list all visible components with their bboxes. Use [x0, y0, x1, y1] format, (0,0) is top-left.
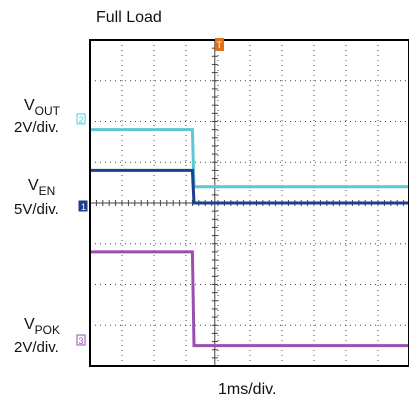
- trace-ven: [90, 168, 409, 205]
- vpok-scale-label: 2V/div.: [14, 339, 59, 356]
- vout-label: VOUT: [24, 97, 61, 118]
- chart-title: Full Load: [96, 9, 162, 26]
- vout-channel-marker: 2: [76, 113, 86, 125]
- plot-frame: [89, 39, 409, 367]
- ven-label-sub: EN: [39, 184, 56, 198]
- ven-label-main: V: [28, 177, 39, 194]
- x-axis-label: 1ms/div.: [218, 381, 276, 398]
- ven-scale-label: 5V/div.: [14, 201, 59, 218]
- traces: [90, 128, 409, 348]
- ven-label: VEN: [28, 177, 55, 198]
- trigger-marker-text: T: [217, 40, 223, 50]
- vpok-label-sub: POK: [35, 323, 60, 337]
- trigger-marker: T: [215, 38, 224, 51]
- trace-vout: [90, 128, 409, 189]
- vpok-label-main: V: [24, 316, 35, 333]
- vout-marker-text: 2: [79, 115, 84, 125]
- vout-label-main: V: [24, 97, 35, 114]
- ven-channel-marker: 1: [78, 200, 88, 212]
- vpok-marker-text: 3: [79, 336, 84, 346]
- vout-label-sub: OUT: [35, 104, 61, 118]
- trace-vpok: [90, 250, 409, 348]
- ven-marker-text: 1: [81, 202, 86, 212]
- vpok-channel-marker: 3: [76, 334, 86, 346]
- vpok-label: VPOK: [24, 316, 60, 337]
- vout-scale-label: 2V/div.: [14, 119, 59, 136]
